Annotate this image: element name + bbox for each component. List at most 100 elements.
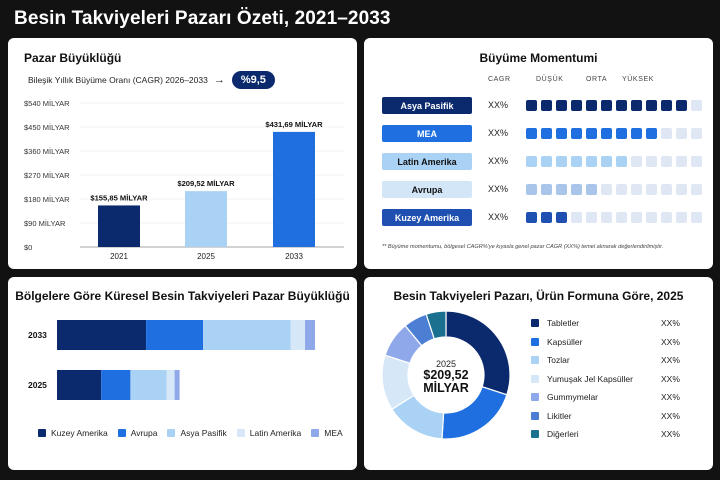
momentum-cell <box>631 128 642 139</box>
momentum-cell <box>631 100 642 111</box>
cagr-label: Bileşik Yıllık Büyüme Oranı (CAGR) 2026–… <box>28 75 208 85</box>
momentum-cell <box>676 100 687 111</box>
momentum-cell <box>691 156 702 167</box>
momentum-cell <box>556 212 567 223</box>
momentum-cells <box>526 184 702 195</box>
momentum-header-mid: ORTA <box>586 76 608 83</box>
legend-swatch <box>38 429 46 437</box>
bar-y-tick: $0 <box>24 243 32 252</box>
cagr-badge: %9,5 <box>231 71 275 89</box>
momentum-region-label: Kuzey Amerika <box>382 209 472 226</box>
momentum-cagr-value: XX% <box>488 156 509 166</box>
bar-y-tick: $270 MİLYAR <box>24 171 70 180</box>
legend-swatch <box>167 429 176 437</box>
market-size-bar-chart: $0 $90 MİLYAR $180 MİLYAR $270 MİLYAR $360 M… <box>24 99 344 261</box>
momentum-cagr-value: XX% <box>488 184 509 194</box>
momentum-cell <box>571 128 582 139</box>
momentum-cell <box>616 212 627 223</box>
momentum-cell <box>676 184 687 195</box>
momentum-cell <box>526 156 537 167</box>
momentum-cells <box>526 212 702 223</box>
stack-segment <box>166 370 175 400</box>
bar-value-label: $431,69 MİLYAR <box>265 120 323 129</box>
bar-value-label: $155,85 MİLYAR <box>90 193 148 202</box>
bar-2021 <box>98 205 140 247</box>
form-legend-value: XX% <box>661 429 680 439</box>
regional-stacked-bar-chart: 2033 2025 <box>28 320 315 400</box>
momentum-header-low: DÜŞÜK <box>536 76 564 83</box>
momentum-cell <box>631 156 642 167</box>
bar-x-tick: 2021 <box>110 252 128 261</box>
stack-category-label: 2025 <box>28 380 47 390</box>
donut-slice-0 <box>445 310 511 396</box>
bar-x-tick: 2033 <box>285 252 303 261</box>
bar-y-tick: $360 MİLYAR <box>24 147 70 156</box>
regional-legend-item: Latin Amerika <box>236 428 301 438</box>
donut-center-unit: MİLYAR <box>423 381 469 395</box>
form-legend-label: Yumuşak Jel Kapsüller <box>547 373 633 384</box>
bar-y-tick: $540 MİLYAR <box>24 99 70 108</box>
momentum-cell <box>586 184 597 195</box>
momentum-cell <box>646 100 657 111</box>
stack-segment <box>174 370 180 400</box>
momentum-title: Büyüme Momentumi <box>479 51 598 65</box>
momentum-cell <box>616 100 627 111</box>
legend-swatch <box>531 393 539 401</box>
momentum-header-high: YÜKSEK <box>622 76 654 83</box>
donut-center: 2025 $209,52 MİLYAR <box>408 359 484 395</box>
momentum-cell <box>616 184 627 195</box>
momentum-cell <box>661 184 672 195</box>
bar-2033 <box>273 131 315 247</box>
momentum-cell <box>646 156 657 167</box>
momentum-cell <box>676 212 687 223</box>
market-size-panel: Pazar Büyüklüğü Bileşik Yıllık Büyüme Or… <box>8 38 357 269</box>
growth-momentum-panel: Büyüme Momentumi CAGR DÜŞÜK ORTA YÜKSEK … <box>364 38 713 269</box>
momentum-cell <box>661 212 672 223</box>
cagr-row: Bileşik Yıllık Büyüme Oranı (CAGR) 2026–… <box>28 71 275 89</box>
form-legend-item: Yumuşak Jel Kapsüller XX% <box>531 373 691 392</box>
donut-center-year: 2025 <box>435 359 457 369</box>
momentum-cells <box>526 156 702 167</box>
legend-label: MEA <box>324 428 343 438</box>
regional-panel: Bölgelere Göre Küresel Besin Takviyeleri… <box>8 277 357 470</box>
stack-segment <box>203 320 291 350</box>
legend-swatch <box>311 429 320 437</box>
momentum-cell <box>661 100 672 111</box>
form-legend-label: Tozlar <box>547 355 570 365</box>
momentum-cell <box>526 184 537 195</box>
momentum-cell <box>526 212 537 223</box>
donut-slice-6 <box>425 310 447 340</box>
momentum-header-cagr: CAGR <box>488 76 511 83</box>
legend-label: Avrupa <box>130 428 158 438</box>
legend-swatch <box>236 429 245 437</box>
momentum-cell <box>586 128 597 139</box>
momentum-cell <box>571 184 582 195</box>
momentum-cell <box>586 212 597 223</box>
momentum-cell <box>601 184 612 195</box>
momentum-cell <box>586 156 597 167</box>
momentum-cell <box>676 128 687 139</box>
bar-y-tick: $90 MİLYAR <box>24 219 66 228</box>
market-size-title: Pazar Büyüklüğü <box>24 51 122 65</box>
momentum-cell <box>541 156 552 167</box>
momentum-cell <box>541 100 552 111</box>
legend-label: Asya Pasifik <box>180 428 227 438</box>
momentum-cell <box>526 128 537 139</box>
form-legend-value: XX% <box>661 318 680 328</box>
stack-segment <box>101 370 131 400</box>
momentum-region-label: Latin Amerika <box>382 153 472 170</box>
momentum-cell <box>601 100 612 111</box>
momentum-cell <box>556 100 567 111</box>
legend-swatch <box>531 411 539 420</box>
form-legend-item: Likitler XX% <box>531 410 691 429</box>
form-legend-label: Tabletler <box>547 318 580 328</box>
momentum-cell <box>601 156 612 167</box>
momentum-cagr-value: XX% <box>488 100 509 110</box>
momentum-cell <box>646 212 657 223</box>
form-legend: Tabletler XX% Kapsüller XX% Tozlar XX% Yumuşak… <box>531 317 691 447</box>
form-legend-item: Kapsüller XX% <box>531 336 691 355</box>
momentum-cell <box>676 156 687 167</box>
legend-swatch <box>531 319 539 327</box>
page-title: Besin Takviyeleri Pazarı Özeti, 2021–203… <box>14 8 391 29</box>
bar-x-tick: 2025 <box>197 252 215 261</box>
